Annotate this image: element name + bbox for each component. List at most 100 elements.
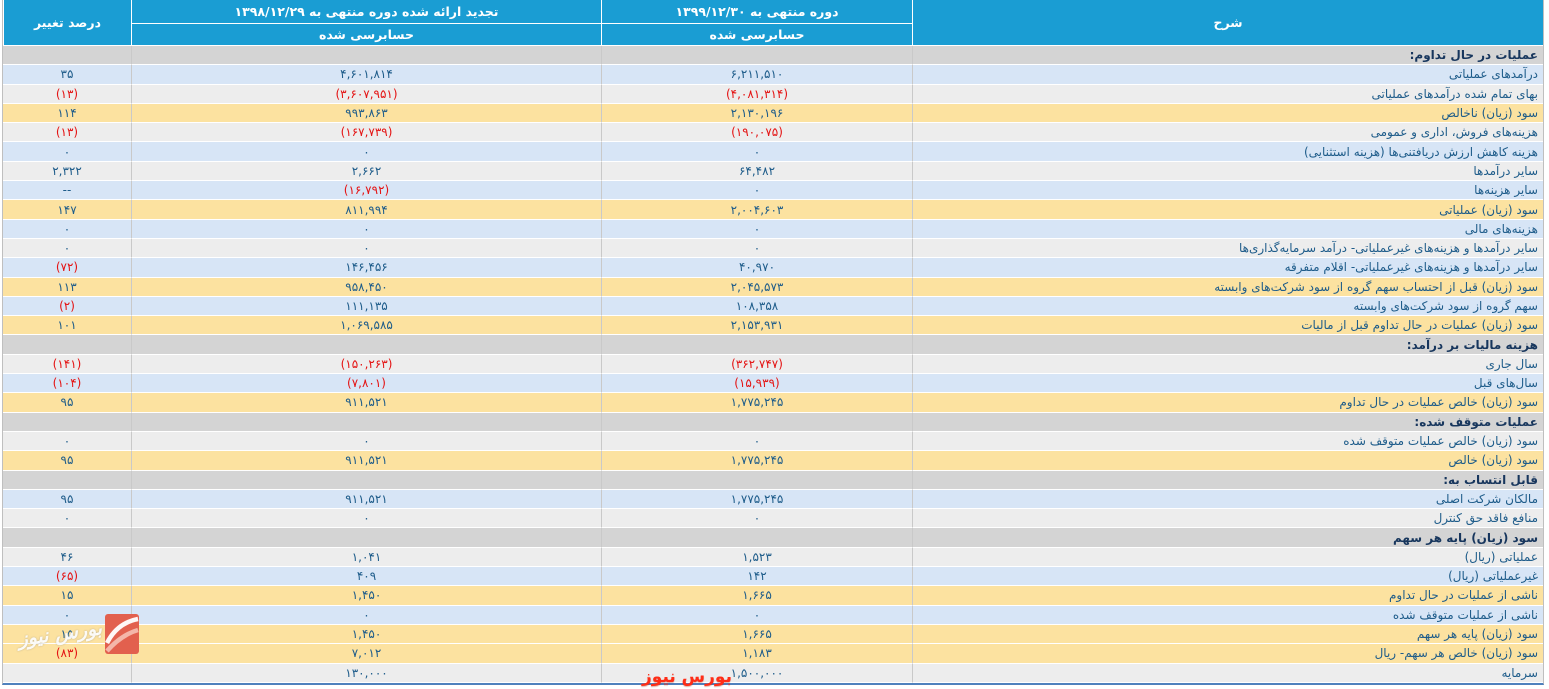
table-row: سایر درآمدها ۶۴,۴۸۲ ۲,۶۶۲ ۲,۳۲۲: [3, 161, 1543, 182]
row-label: منافع فاقد حق کنترل: [912, 509, 1543, 529]
section-row: عملیات در حال تداوم:: [3, 46, 1543, 66]
value-restated-period: ۱۴۶,۴۵۶: [131, 258, 601, 278]
value-restated-period: [131, 335, 601, 355]
row-label: سال‌های قبل: [912, 374, 1543, 394]
value-restated-period: ۰: [131, 142, 601, 162]
section-label: هزینه مالیات بر درآمد:: [912, 335, 1543, 355]
row-label: ناشی از عملیات متوقف شده: [912, 605, 1543, 625]
value-percent-change: ۰: [3, 142, 131, 162]
value-percent-change: ۰: [3, 509, 131, 529]
value-current-period: ۲,۰۴۵,۵۷۳: [601, 277, 912, 297]
value-current-period: (۴,۰۸۱,۳۱۴): [601, 84, 912, 104]
table-row: بهای تمام شده درآمدهای عملیاتی (۴,۰۸۱,۳۱۴…: [3, 84, 1543, 104]
row-label: سود (زیان) عملیاتی: [912, 200, 1543, 220]
value-restated-period: ۱,۰۶۹,۵۸۵: [131, 316, 601, 336]
value-percent-change: ۰: [3, 238, 131, 259]
value-current-period: ۶,۲۱۱,۵۱۰: [601, 65, 912, 85]
value-percent-change: (۸۳): [3, 644, 131, 664]
value-current-period: ۲,۱۳۰,۱۹۶: [601, 103, 912, 124]
value-percent-change: (۱۴۱): [3, 354, 131, 375]
row-label: مالکان شرکت اصلی: [912, 489, 1543, 510]
value-current-period: ۰: [601, 431, 912, 452]
value-current-period: ۶۴,۴۸۲: [601, 161, 912, 182]
value-restated-period: ۹۱۱,۵۲۱: [131, 393, 601, 413]
row-label: سایر درآمدها و هزینه‌های غیرعملیاتی- اقل…: [912, 258, 1543, 278]
section-label: عملیات متوقف شده:: [912, 412, 1543, 432]
table-row: غیرعملیاتی (ریال) ۱۴۲ ۴۰۹ (۶۵): [3, 567, 1543, 587]
table-row: سود (زیان) خالص عملیات در حال تداوم ۱,۷۷۵…: [3, 393, 1543, 413]
value-percent-change: ۳۵: [3, 65, 131, 85]
value-current-period: ۰: [601, 605, 912, 625]
row-label: هزینه‌های مالی: [912, 219, 1543, 239]
table-row: سود (زیان) خالص هر سهم- ریال ۱,۱۸۳ ۷,۰۱۲ (۸…: [3, 644, 1543, 664]
row-label: سود (زیان) خالص هر سهم- ریال: [912, 644, 1543, 664]
value-current-period: ۲,۱۵۳,۹۳۱: [601, 316, 912, 336]
value-percent-change: ۰: [3, 431, 131, 452]
value-percent-change: (۷۲): [3, 258, 131, 278]
table-row: سال جاری (۳۶۲,۷۴۷) (۱۵۰,۲۶۳) (۱۴۱): [3, 354, 1543, 375]
value-current-period: ۰: [601, 142, 912, 162]
value-percent-change: (۶۵): [3, 567, 131, 587]
value-restated-period: ۸۱۱,۹۹۴: [131, 200, 601, 220]
value-current-period: ۱,۷۷۵,۲۴۵: [601, 451, 912, 471]
value-percent-change: (۱۳): [3, 123, 131, 143]
value-current-period: ۰: [601, 509, 912, 529]
table-row: سود (زیان) قبل از احتساب سهم گروه از سود…: [3, 277, 1543, 297]
value-current-period: (۳۶۲,۷۴۷): [601, 354, 912, 375]
value-percent-change: ۴۶: [3, 547, 131, 568]
table-row: ناشی از عملیات متوقف شده ۰ ۰ ۰: [3, 605, 1543, 625]
row-label: غیرعملیاتی (ریال): [912, 567, 1543, 587]
value-percent-change: ۰: [3, 605, 131, 625]
table-row: منافع فاقد حق کنترل ۰ ۰ ۰: [3, 509, 1543, 529]
value-current-period: ۱,۵۲۳: [601, 547, 912, 568]
row-label: سود (زیان) ناخالص: [912, 103, 1543, 124]
table-row: هزینه‌های فروش، اداری و عمومی (۱۹۰,۰۷۵) (۱…: [3, 123, 1543, 143]
value-restated-period: ۱,۴۵۰: [131, 586, 601, 606]
value-percent-change: ۱۵: [3, 624, 131, 645]
value-current-period: ۱,۷۷۵,۲۴۵: [601, 393, 912, 413]
value-current-period: ۰: [601, 181, 912, 201]
value-current-period: [601, 412, 912, 432]
row-label: سود (زیان) پایه هر سهم: [912, 624, 1543, 645]
row-label: ناشی از عملیات در حال تداوم: [912, 586, 1543, 606]
table-row: ناشی از عملیات در حال تداوم ۱,۶۶۵ ۱,۴۵۰ ۱۵: [3, 586, 1543, 606]
row-label: عملیاتی (ریال): [912, 547, 1543, 568]
value-restated-period: ۰: [131, 431, 601, 452]
section-row: هزینه مالیات بر درآمد:: [3, 335, 1543, 355]
section-row: سود (زیان) پایه هر سهم: [3, 528, 1543, 548]
table-row: سود (زیان) خالص عملیات متوقف شده ۰ ۰ ۰: [3, 431, 1543, 452]
value-current-period: [601, 528, 912, 548]
col-header-restated-period: تجدید ارائه شده دوره منتهی به ۱۳۹۸/۱۲/۲۹: [131, 0, 601, 24]
value-restated-period: ۰: [131, 509, 601, 529]
col-header-current-period: دوره منتهی به ۱۳۹۹/۱۲/۳۰: [601, 0, 912, 24]
value-current-period: [601, 470, 912, 490]
table-body: عملیات در حال تداوم: درآمدهای عملیاتی ۶,۲۱…: [3, 46, 1543, 683]
value-restated-period: ۴۰۹: [131, 567, 601, 587]
table-row: درآمدهای عملیاتی ۶,۲۱۱,۵۱۰ ۴,۶۰۱,۸۱۴ ۳۵: [3, 65, 1543, 85]
value-restated-period: (۱۶۷,۷۳۹): [131, 123, 601, 143]
value-current-period: [601, 46, 912, 66]
value-percent-change: ۱۰۱: [3, 316, 131, 336]
table-header: شرح دوره منتهی به ۱۳۹۹/۱۲/۳۰ تجدید ارائه…: [3, 0, 1543, 46]
value-current-period: ۱۴۲: [601, 567, 912, 587]
value-restated-period: ۹۵۸,۴۵۰: [131, 277, 601, 297]
row-label: سرمایه: [912, 663, 1543, 683]
col-header-percent-change: درصد تغییر: [3, 0, 131, 46]
row-label: هزینه کاهش ارزش دریافتنی‌ها (هزینه استثن…: [912, 142, 1543, 162]
table-row: سرمایه ۱,۵۰۰,۰۰۰ ۱۳۰,۰۰۰: [3, 663, 1543, 683]
value-restated-period: ۹۱۱,۵۲۱: [131, 489, 601, 510]
row-label: سود (زیان) قبل از احتساب سهم گروه از سود…: [912, 277, 1543, 297]
value-current-period: [601, 335, 912, 355]
value-current-period: ۰: [601, 238, 912, 259]
value-restated-period: ۹۱۱,۵۲۱: [131, 451, 601, 471]
table-row: سهم گروه از سود شرکت‌های وابسته ۱۰۸,۳۵۸ ۱۱…: [3, 296, 1543, 317]
table-row: سود (زیان) عملیات در حال تداوم قبل از ما…: [3, 316, 1543, 336]
row-label: سود (زیان) عملیات در حال تداوم قبل از ما…: [912, 316, 1543, 336]
value-percent-change: ۲,۳۲۲: [3, 161, 131, 182]
row-label: سایر درآمدها و هزینه‌های غیرعملیاتی- درآ…: [912, 238, 1543, 259]
value-percent-change: (۱۰۴): [3, 374, 131, 394]
row-label: سایر درآمدها: [912, 161, 1543, 182]
section-label: قابل انتساب به:: [912, 470, 1543, 490]
value-current-period: ۰: [601, 219, 912, 239]
